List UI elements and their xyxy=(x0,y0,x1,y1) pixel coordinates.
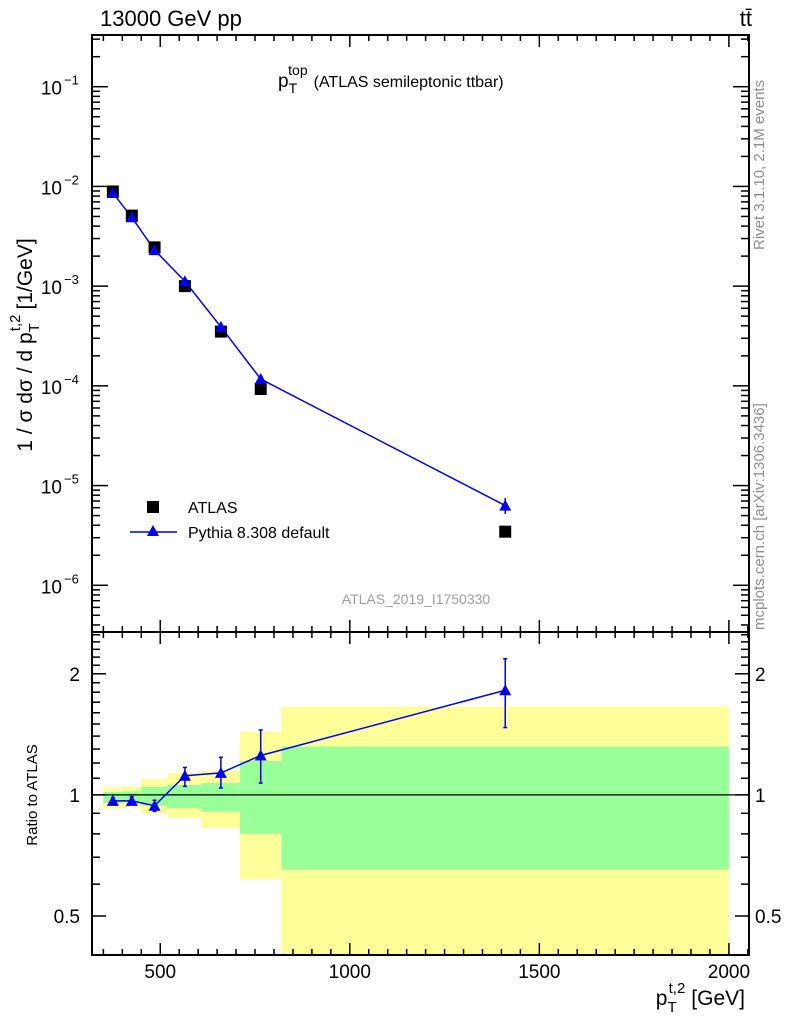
ratio-data-point xyxy=(499,684,512,696)
pythia-line xyxy=(112,192,506,507)
ratio-y-tick-label-right: 1 xyxy=(755,786,766,807)
green-band xyxy=(167,785,202,809)
green-band xyxy=(281,746,729,870)
ratio-y-tick-label: 0.5 xyxy=(54,907,80,928)
mcplots-label: mcplots.cern.ch [arXiv:1306.3436] xyxy=(751,403,768,630)
ratio-data-point xyxy=(125,794,138,806)
legend-atlas-marker xyxy=(147,501,159,513)
y-tick-exponent: −2 xyxy=(64,172,79,187)
y-tick-label: 10 xyxy=(41,378,62,399)
pythia-data-point xyxy=(214,320,227,332)
ratio-data-point xyxy=(214,766,227,778)
header-left: 13000 GeV pp xyxy=(100,6,242,31)
main-plot-frame xyxy=(91,34,750,633)
pythia-data-point xyxy=(178,275,191,287)
rivet-label: Rivet 3.1.10, 2.1M events xyxy=(751,80,768,250)
y-tick-exponent: −1 xyxy=(64,73,79,88)
analysis-id: ATLAS_2019_I1750330 xyxy=(342,591,491,607)
ratio-y-tick-label-right: 2 xyxy=(755,665,766,686)
x-tick-label: 1000 xyxy=(329,962,371,983)
pythia-data-point xyxy=(254,373,267,385)
ratio-data-point xyxy=(148,799,161,811)
ratio-plot-frame xyxy=(91,631,750,956)
header-right: tt̄ xyxy=(740,6,752,31)
y-tick-label: 10 xyxy=(41,478,62,499)
ratio-data-point xyxy=(254,749,267,761)
y-tick-exponent: −5 xyxy=(64,472,79,487)
legend-pythia-label: Pythia 8.308 default xyxy=(188,525,330,542)
ratio-data-point xyxy=(106,794,119,806)
x-tick-label: 500 xyxy=(144,962,176,983)
x-tick-label: 1500 xyxy=(518,962,560,983)
pythia-data-point xyxy=(125,211,138,223)
legend: ATLAS Pythia 8.308 default xyxy=(130,500,330,542)
legend-atlas-label: ATLAS xyxy=(188,500,238,517)
y-tick-label: 10 xyxy=(41,79,62,100)
y-tick-exponent: −4 xyxy=(64,372,79,387)
green-band xyxy=(141,786,168,806)
ratio-y-axis-label: Ratio to ATLAS xyxy=(24,744,41,845)
main-title: pTtop(ATLAS semileptonic ttbar) xyxy=(278,62,504,96)
pythia-data-point xyxy=(499,499,512,511)
y-tick-exponent: −3 xyxy=(64,272,79,287)
pythia-data-point xyxy=(106,186,119,198)
y-tick-label: 10 xyxy=(41,278,62,299)
x-axis-label: pTt,2 [GeV] xyxy=(656,980,745,1016)
y-axis-label: 1 / σ dσ / d pTt,2[1/GeV] xyxy=(7,238,43,451)
x-tick-label: 2000 xyxy=(708,962,750,983)
ratio-y-tick-label-right: 0.5 xyxy=(755,907,781,928)
pythia-data-point xyxy=(148,244,161,256)
y-tick-label: 10 xyxy=(41,178,62,199)
y-tick-label: 10 xyxy=(41,577,62,598)
atlas-data-point xyxy=(254,382,267,395)
ratio-y-tick-label: 1 xyxy=(69,786,80,807)
y-tick-exponent: −6 xyxy=(64,571,79,586)
ratio-data-point xyxy=(178,769,191,781)
legend-pythia-marker xyxy=(147,525,159,536)
ratio-y-tick-label: 2 xyxy=(69,665,80,686)
atlas-data-point xyxy=(499,525,512,538)
